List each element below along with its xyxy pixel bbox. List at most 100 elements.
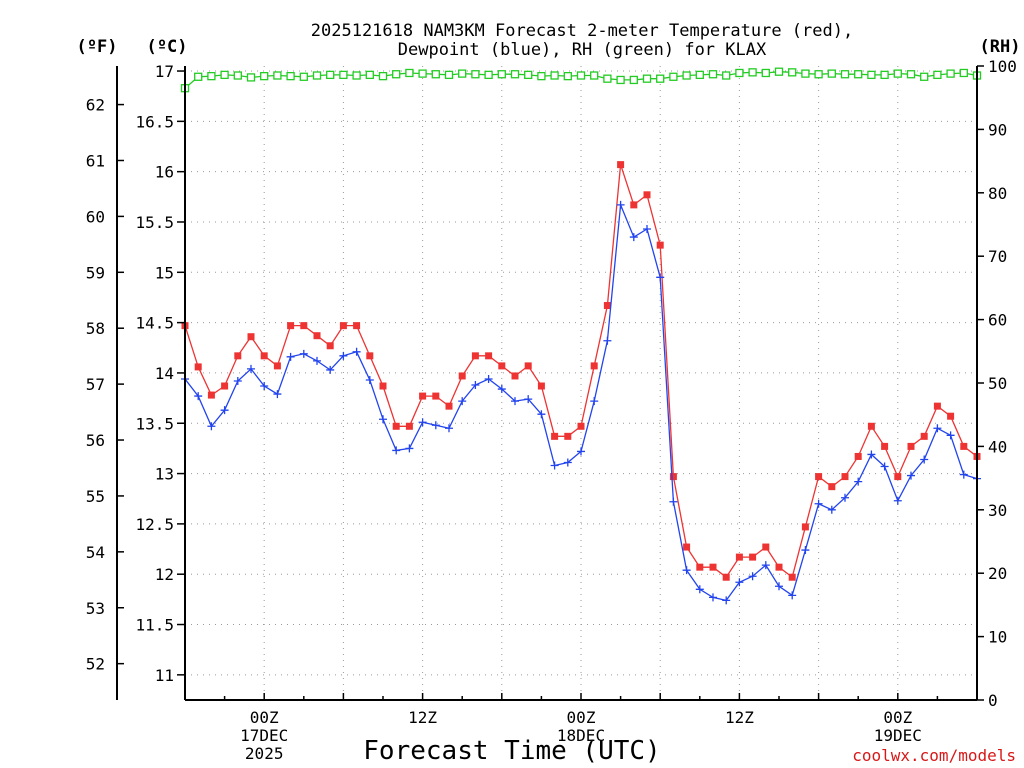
dewpoint-point: [471, 381, 480, 390]
time-tick-label: 00Z: [883, 708, 912, 727]
rh-point: [840, 70, 850, 79]
dewpoint-point: [313, 356, 321, 365]
rh-point: [920, 72, 929, 81]
dewpoint-point: [788, 591, 797, 600]
rh-point: [708, 70, 718, 79]
dewpoint-point: [286, 352, 295, 361]
dewpoint-point: [827, 505, 836, 514]
chart-title-line-2: Dewpoint (blue), RH (green) for KLAX: [398, 40, 767, 60]
dewpoint-point: [194, 392, 203, 401]
rh-tick-label: 30: [988, 501, 1007, 520]
dewpoint-point: [748, 572, 757, 581]
time-tick-label: 18DEC: [557, 726, 605, 745]
temperature-point: [788, 573, 796, 581]
rh-point: [761, 68, 770, 78]
dewpoint-point: [616, 200, 625, 209]
temperature-point: [590, 362, 598, 370]
dewpoint-point: [497, 385, 506, 394]
temperature-point: [339, 322, 347, 330]
temperature-point: [867, 422, 875, 430]
dewpoint-point: [352, 347, 361, 356]
rh-point: [563, 71, 572, 81]
rh-point: [286, 71, 295, 81]
temperature-point: [828, 483, 836, 491]
time-tick-label: 2025: [245, 744, 284, 763]
rh-point: [748, 68, 757, 77]
temperature-point: [511, 372, 519, 380]
fahrenheit-tick-label: 54: [86, 543, 105, 562]
time-tick-label: 00Z: [567, 708, 596, 727]
temperature-point: [735, 553, 743, 561]
chart-title: 2025121618 NAM3KM Forecast 2-meter Tempe…: [311, 21, 853, 60]
temperature-point: [907, 442, 915, 450]
temperature-point: [775, 563, 783, 571]
dewpoint-point: [590, 397, 599, 406]
dewpoint-point: [379, 415, 387, 424]
dewpoint-point: [682, 566, 691, 575]
dewpoint-point: [709, 593, 717, 602]
rh-point: [246, 73, 256, 82]
temperature-point: [933, 402, 941, 410]
fahrenheit-tick-label: 60: [86, 207, 105, 226]
temperature-point: [762, 543, 770, 551]
rh-point: [497, 70, 506, 79]
dewpoint-point: [643, 225, 651, 234]
dewpoint-point: [893, 496, 902, 505]
dewpoint-point: [841, 493, 849, 502]
temperature-point: [696, 563, 704, 571]
rh-point: [656, 74, 665, 83]
temperature-point: [841, 473, 849, 481]
temperature-point: [947, 412, 955, 420]
rh-point: [326, 70, 335, 80]
rh-tick-label: 40: [988, 437, 1007, 456]
celsius-tick-label: 11: [155, 666, 174, 685]
celsius-tick-label: 12.5: [135, 515, 174, 534]
dewpoint-point: [867, 450, 876, 459]
temperature-point: [445, 402, 453, 410]
rh-point: [352, 71, 361, 80]
dewpoint-point: [629, 233, 638, 242]
dewpoint-point: [511, 397, 519, 406]
celsius-tick-label: 12: [155, 565, 174, 584]
rh-point: [722, 71, 731, 80]
fahrenheit-tick-label: 59: [86, 263, 105, 282]
dewpoint-point: [814, 499, 823, 508]
dewpoint-point: [563, 458, 572, 467]
temperature-point: [722, 573, 730, 581]
temperature-point: [960, 442, 968, 450]
temperature-point: [273, 362, 281, 370]
temperature-point: [498, 362, 506, 370]
rh-point: [510, 70, 520, 79]
temperature-point: [485, 352, 493, 360]
rh-tick-label: 0: [988, 691, 998, 710]
celsius-tick-label: 15: [155, 263, 174, 282]
rh-point: [642, 74, 652, 83]
rh-point: [576, 71, 586, 80]
dewpoint-point: [524, 395, 533, 404]
temperature-point: [471, 352, 479, 360]
time-tick-label: 12Z: [725, 708, 754, 727]
rh-tick-label: 20: [988, 564, 1007, 583]
rh-tick-label: 70: [988, 247, 1007, 266]
dewpoint-point: [695, 585, 704, 594]
temperature-point: [326, 342, 334, 350]
time-tick-label: 00Z: [250, 708, 279, 727]
dewpoint-point: [577, 447, 585, 456]
celsius-tick-label: 11.5: [135, 616, 174, 635]
rh-point: [392, 70, 401, 79]
rh-point: [365, 70, 374, 80]
temperature-point: [854, 452, 862, 460]
dewpoint-point: [933, 424, 942, 433]
dewpoint-point: [392, 446, 401, 455]
dewpoint-point: [220, 406, 229, 415]
dewpoint-point: [880, 462, 889, 471]
grid-lines: [185, 66, 977, 700]
temperature-point: [287, 322, 295, 330]
temperature-point: [683, 543, 691, 551]
chart-title-line-1: 2025121618 NAM3KM Forecast 2-meter Tempe…: [311, 21, 853, 41]
rh-point: [669, 72, 678, 81]
temperature-point: [881, 442, 889, 450]
rh-point: [299, 72, 308, 81]
rh-tick-label: 50: [988, 374, 1007, 393]
